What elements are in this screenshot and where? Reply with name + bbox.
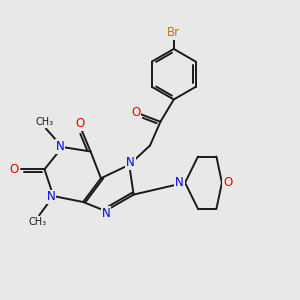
Text: Br: Br bbox=[167, 26, 180, 39]
Text: CH₃: CH₃ bbox=[28, 217, 47, 227]
Text: O: O bbox=[10, 163, 19, 176]
Text: O: O bbox=[76, 117, 85, 130]
Text: N: N bbox=[126, 156, 135, 169]
Text: O: O bbox=[131, 106, 140, 119]
Text: N: N bbox=[56, 140, 64, 153]
Text: N: N bbox=[46, 190, 56, 203]
Text: O: O bbox=[223, 176, 232, 189]
Text: N: N bbox=[102, 207, 110, 220]
Text: N: N bbox=[175, 176, 184, 189]
Text: CH₃: CH₃ bbox=[35, 117, 53, 127]
